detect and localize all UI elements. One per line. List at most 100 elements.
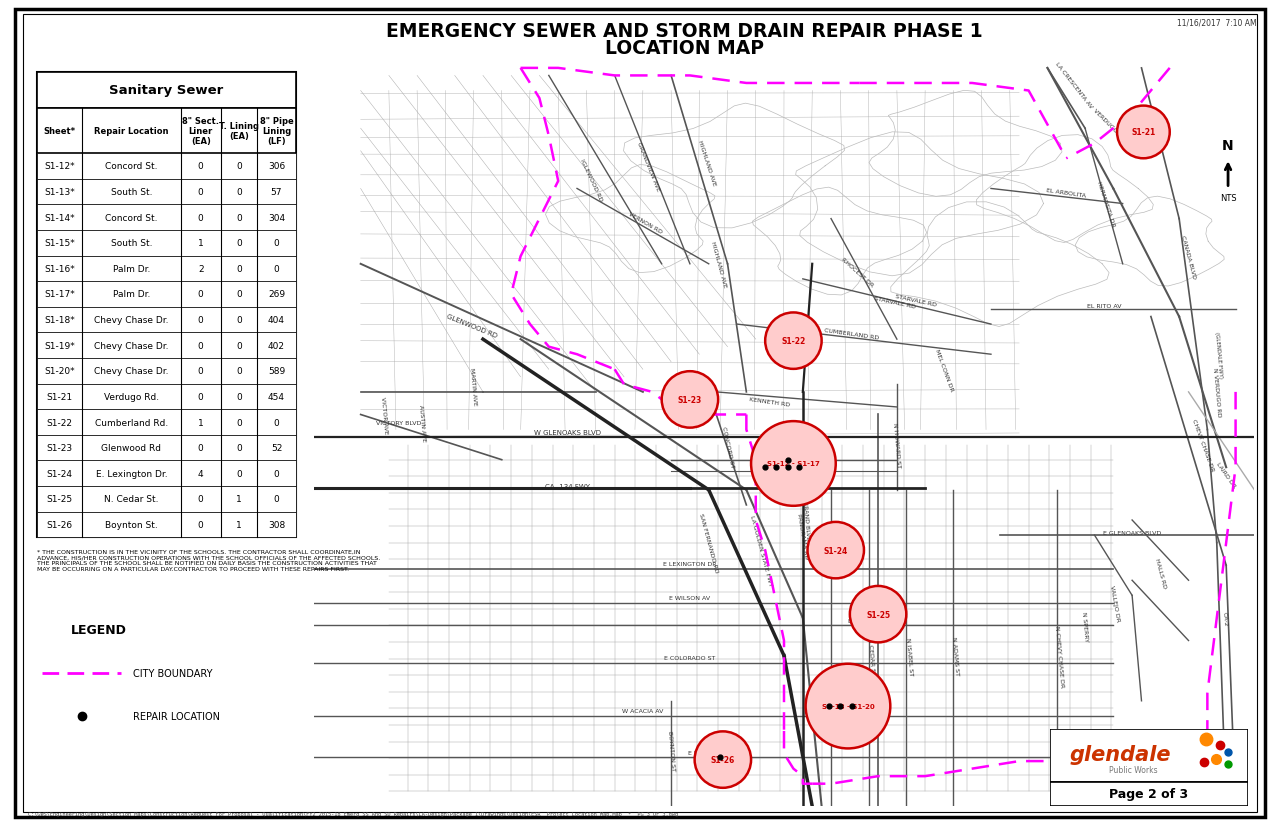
Text: S1-19*: S1-19* <box>44 342 76 351</box>
Text: 454: 454 <box>268 393 285 401</box>
Bar <box>1050 729 1248 782</box>
Text: VICTORY BLVD: VICTORY BLVD <box>375 420 421 425</box>
Bar <box>37 282 296 308</box>
Text: E BROADWAY: E BROADWAY <box>847 618 890 623</box>
Text: N SPERRY: N SPERRY <box>1082 610 1089 641</box>
Text: GLENWOOD RD: GLENWOOD RD <box>445 313 498 339</box>
Text: N ADAMS ST: N ADAMS ST <box>951 636 960 676</box>
Text: 0: 0 <box>274 495 279 504</box>
Text: S1-22: S1-22 <box>781 337 805 346</box>
Text: EL RITO AV: EL RITO AV <box>1087 304 1121 308</box>
Text: S1-24: S1-24 <box>823 546 847 555</box>
Text: S1-15*: S1-15* <box>44 239 76 248</box>
Text: CUMBERLAND RD: CUMBERLAND RD <box>824 327 879 340</box>
Text: E GLENOAKS BLVD: E GLENOAKS BLVD <box>1103 531 1161 536</box>
Text: 1: 1 <box>236 495 242 504</box>
Text: 0: 0 <box>236 418 242 427</box>
Text: (GLENDALE FWY): (GLENDALE FWY) <box>1215 332 1224 378</box>
Bar <box>1050 782 1248 806</box>
Text: 0: 0 <box>236 469 242 478</box>
Text: 304: 304 <box>268 213 285 222</box>
Text: E. Lexington Dr.: E. Lexington Dr. <box>96 469 168 478</box>
Text: glendale: glendale <box>1069 744 1171 764</box>
Text: N CEDAR ST: N CEDAR ST <box>868 637 876 675</box>
Text: HALLS RD: HALLS RD <box>1153 557 1167 589</box>
Text: 11/16/2017  7:10 AM: 11/16/2017 7:10 AM <box>1178 18 1257 27</box>
Text: GRANDVIEW AVE: GRANDVIEW AVE <box>636 141 660 192</box>
Text: Repair Location: Repair Location <box>95 127 169 136</box>
Text: S1-13*: S1-13* <box>44 188 76 197</box>
Text: 0: 0 <box>236 188 242 197</box>
Text: CHEVY CHASE DR: CHEVY CHASE DR <box>1190 418 1215 472</box>
Text: 8" Pipe
Lining
(LF): 8" Pipe Lining (LF) <box>260 117 293 146</box>
Text: 0: 0 <box>198 316 204 325</box>
Text: S1-23: S1-23 <box>678 395 701 404</box>
Text: 0: 0 <box>198 393 204 401</box>
Bar <box>37 154 296 179</box>
Bar <box>37 308 296 333</box>
Text: Palm Dr.: Palm Dr. <box>113 290 150 299</box>
Bar <box>37 256 296 282</box>
Text: N. Cedar St.: N. Cedar St. <box>104 495 159 504</box>
Bar <box>37 73 296 538</box>
Text: Cumberland Rd.: Cumberland Rd. <box>95 418 168 427</box>
Text: 0: 0 <box>274 239 279 248</box>
Text: CANADA BLVD: CANADA BLVD <box>1180 235 1197 280</box>
Text: CA-2: CA-2 <box>1221 610 1228 626</box>
Text: 402: 402 <box>268 342 285 351</box>
Text: 2: 2 <box>198 265 204 274</box>
Text: 4: 4 <box>198 469 204 478</box>
Text: PALM DR: PALM DR <box>756 467 783 472</box>
Text: LA GOLDEN STATE FWY: LA GOLDEN STATE FWY <box>749 514 772 586</box>
Text: N VERDUGO RD: N VERDUGO RD <box>1212 367 1221 418</box>
Text: S1-12*: S1-12* <box>45 162 74 171</box>
Text: 0: 0 <box>198 520 204 529</box>
Text: VERNON RD: VERNON RD <box>627 212 663 235</box>
Text: South St.: South St. <box>110 188 152 197</box>
Text: BOYNTON ST: BOYNTON ST <box>667 729 676 771</box>
Text: 0: 0 <box>198 495 204 504</box>
Text: 0: 0 <box>198 367 204 375</box>
Text: 0: 0 <box>236 265 242 274</box>
Text: LAIRD DR: LAIRD DR <box>1216 461 1236 489</box>
Text: EL ARBOLITA: EL ARBOLITA <box>1046 188 1087 198</box>
Text: S1-24: S1-24 <box>46 469 73 478</box>
Text: REPAIR LOCATION: REPAIR LOCATION <box>133 711 220 721</box>
Text: Concord St.: Concord St. <box>105 213 157 222</box>
Ellipse shape <box>805 664 891 748</box>
Text: Palm Dr.: Palm Dr. <box>113 265 150 274</box>
Text: 589: 589 <box>268 367 285 375</box>
Text: S1-23: S1-23 <box>46 443 73 452</box>
Text: S1-17*: S1-17* <box>44 290 76 299</box>
Text: LEGEND: LEGEND <box>70 623 127 636</box>
Text: 0: 0 <box>236 162 242 171</box>
Bar <box>37 461 296 486</box>
Text: 0: 0 <box>236 316 242 325</box>
Bar <box>37 486 296 512</box>
Text: W GLENOAKS BLVD: W GLENOAKS BLVD <box>534 429 602 435</box>
Text: E COLORADO ST: E COLORADO ST <box>664 656 716 661</box>
Bar <box>37 108 296 154</box>
Bar <box>37 359 296 384</box>
Text: T. Lining
(EA): T. Lining (EA) <box>219 122 259 141</box>
Text: S1-14*: S1-14* <box>45 213 74 222</box>
Text: Verdugo Rd.: Verdugo Rd. <box>104 393 159 401</box>
Text: 0: 0 <box>236 342 242 351</box>
Text: Sheet*: Sheet* <box>44 127 76 136</box>
Text: 0: 0 <box>274 469 279 478</box>
Text: S1-21: S1-21 <box>1132 128 1156 137</box>
Bar <box>37 409 296 435</box>
Text: 1: 1 <box>236 520 242 529</box>
Bar <box>37 73 296 108</box>
Ellipse shape <box>1117 107 1170 159</box>
Text: MARTIN AVE: MARTIN AVE <box>470 367 477 405</box>
Text: 0: 0 <box>236 213 242 222</box>
Text: E PALMER AV: E PALMER AV <box>689 749 730 754</box>
Text: 57: 57 <box>271 188 283 197</box>
Text: N CHEVY CHASE DR: N CHEVY CHASE DR <box>1053 624 1064 687</box>
Text: VALLEJO DR: VALLEJO DR <box>1110 585 1121 622</box>
Text: S1-22: S1-22 <box>46 418 73 427</box>
Text: Public Works: Public Works <box>1108 765 1157 774</box>
Text: 404: 404 <box>268 316 285 325</box>
Text: N ISABEL ST: N ISABEL ST <box>905 637 914 675</box>
